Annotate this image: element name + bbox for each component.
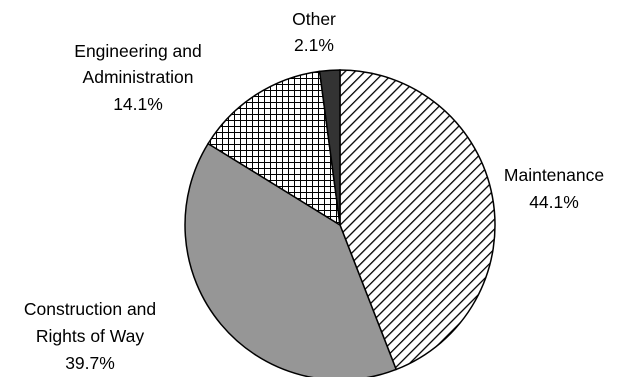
slice-label-maintenance-name: Maintenance: [504, 165, 604, 185]
slice-other: [318, 69, 341, 226]
slice-label-other-name: Other: [292, 9, 336, 29]
slice-construction: [184, 142, 398, 377]
slice-label-construction-name-line1: Construction and: [24, 299, 156, 319]
slice-label-construction: Construction and Rights of Way 39.7%: [24, 299, 156, 373]
slice-label-engineering-name-line1: Engineering and: [74, 41, 201, 61]
slice-label-maintenance: Maintenance 44.1%: [504, 165, 604, 212]
slice-engineering: [207, 70, 341, 227]
slice-label-other: Other 2.1%: [292, 9, 336, 55]
slice-label-construction-name-line2: Rights of Way: [36, 326, 145, 346]
slice-maintenance: [339, 69, 496, 371]
slice-label-engineering-name-line2: Administration: [83, 67, 194, 87]
slice-label-other-value: 2.1%: [294, 35, 334, 55]
slice-label-engineering-value: 14.1%: [113, 94, 163, 114]
slice-label-engineering: Engineering and Administration 14.1%: [74, 41, 201, 114]
pie-slices: [184, 69, 496, 377]
slice-label-maintenance-value: 44.1%: [529, 192, 579, 212]
slice-label-construction-value: 39.7%: [65, 353, 115, 373]
